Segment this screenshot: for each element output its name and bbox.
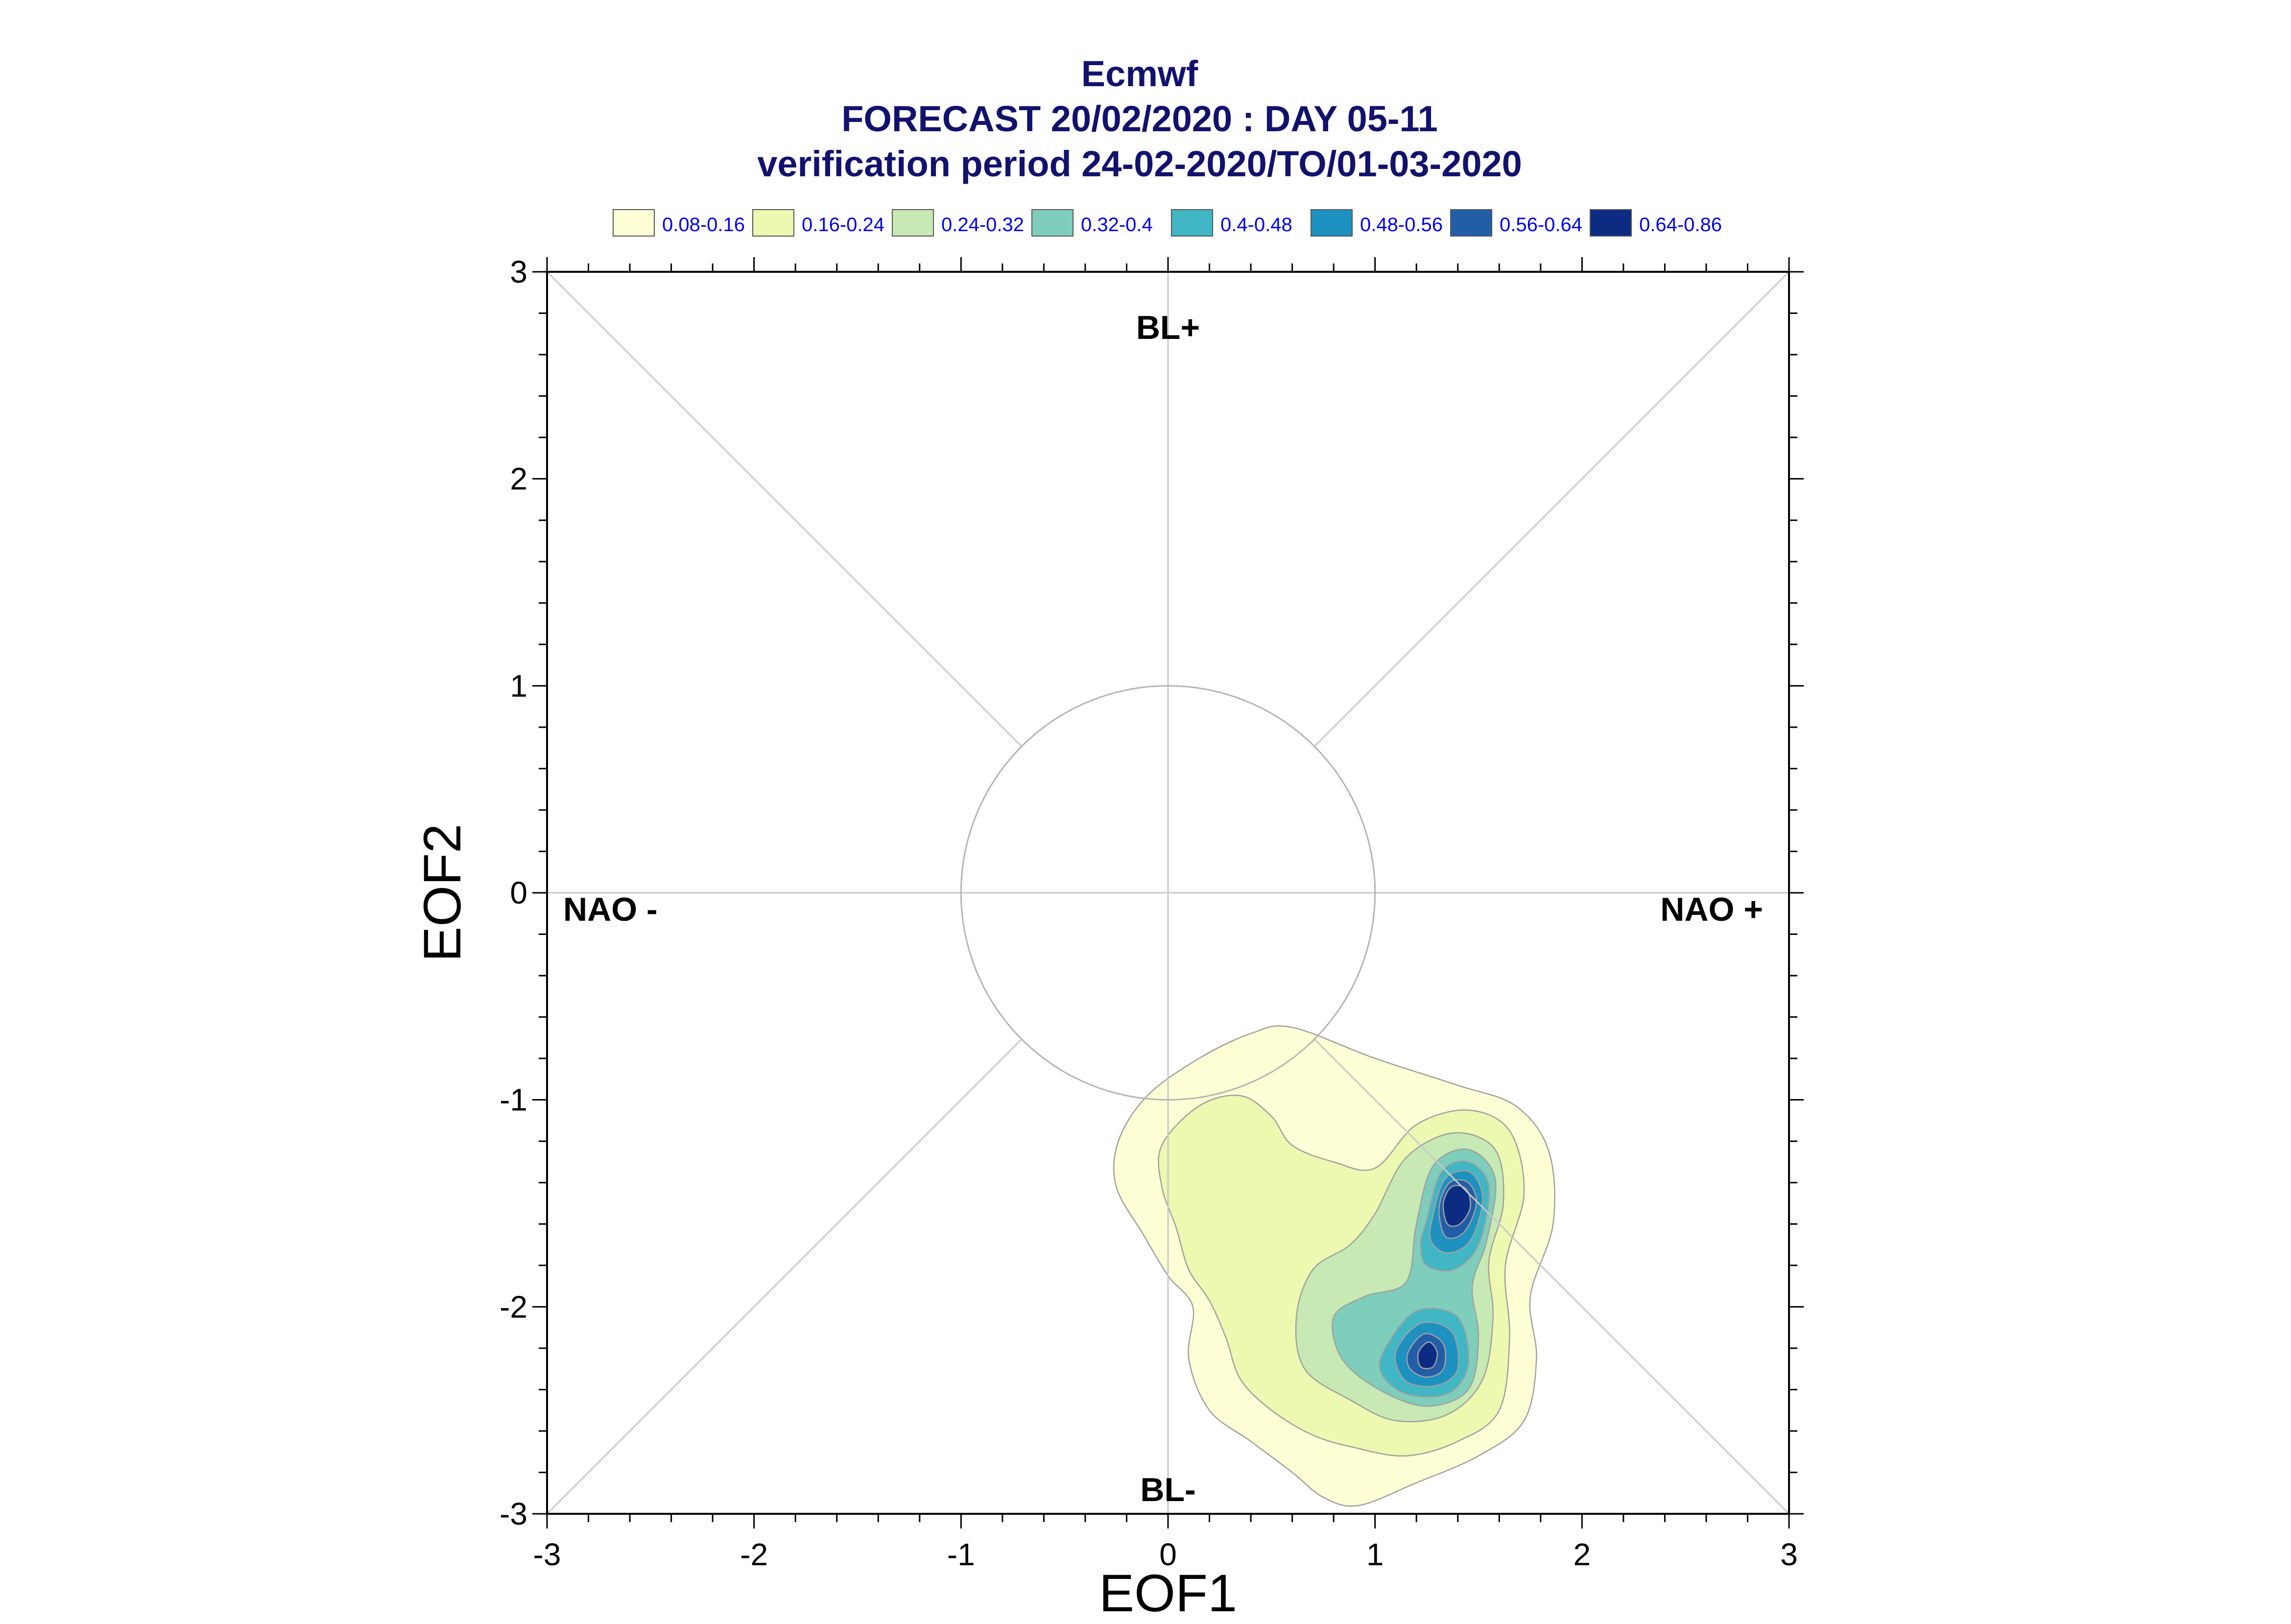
diagonal-guide <box>546 271 1023 747</box>
legend-swatch <box>892 209 934 237</box>
x-tick-label: 3 <box>1780 1537 1798 1572</box>
diagonal-guide <box>1313 271 1790 747</box>
chart-legend: 0.08-0.16 0.16-0.24 0.24-0.32 0.32-0.4 0.4-0… <box>613 209 1722 237</box>
legend-swatch <box>1171 209 1213 237</box>
legend-swatch <box>1590 209 1632 237</box>
legend-label: 0.32-0.4 <box>1081 214 1153 236</box>
legend-swatch <box>1031 209 1074 237</box>
x-tick-label: 1 <box>1366 1537 1384 1572</box>
y-tick-label: 1 <box>510 668 527 703</box>
density-contour <box>1442 1185 1471 1227</box>
legend-label: 0.24-0.32 <box>941 214 1024 236</box>
x-tick-label: -2 <box>740 1537 768 1572</box>
legend-swatch <box>613 209 655 237</box>
regime-guides <box>546 271 1790 1515</box>
chart-title-forecast: FORECAST 20/02/2020 : DAY 05-11 <box>841 98 1438 139</box>
y-tick-label: 0 <box>510 875 527 910</box>
regime-label-nao-plus: NAO + <box>1660 891 1763 928</box>
legend-label: 0.16-0.24 <box>802 214 884 236</box>
y-tick-label: -2 <box>500 1289 527 1324</box>
y-tick-label: -1 <box>500 1082 527 1118</box>
legend-swatch <box>1450 209 1492 237</box>
chart-title-source: Ecmwf <box>1081 53 1198 94</box>
legend-swatch <box>1311 209 1353 237</box>
regime-label-nao-minus: NAO - <box>563 891 658 928</box>
reference-circle <box>960 685 1376 1101</box>
legend-label: 0.08-0.16 <box>662 214 745 236</box>
legend-label: 0.4-0.48 <box>1220 214 1292 236</box>
y-tick-label: -3 <box>500 1496 527 1531</box>
legend-label: 0.48-0.56 <box>1360 214 1443 236</box>
y-tick-label: 2 <box>510 461 527 497</box>
diagonal-guide <box>546 1038 1023 1515</box>
y-axis-label: EOF2 <box>412 824 472 962</box>
axis-tick-labels: -3 -2 -1 0 1 2 3 -3 -2 -1 0 1 2 3 <box>500 254 1798 1572</box>
x-tick-label: 2 <box>1574 1537 1591 1572</box>
regime-label-bl-plus: BL+ <box>1136 309 1200 346</box>
x-axis-label: EOF1 <box>1099 1563 1237 1622</box>
y-tick-label: 3 <box>510 254 527 289</box>
density-contour <box>1417 1341 1438 1369</box>
axis-ticks <box>532 257 1804 1528</box>
x-tick-label: 0 <box>1159 1537 1177 1572</box>
legend-label: 0.56-0.64 <box>1500 214 1582 236</box>
legend-swatch <box>752 209 794 237</box>
legend-label: 0.64-0.86 <box>1639 214 1722 236</box>
x-tick-label: -3 <box>533 1537 561 1572</box>
density-contours <box>1113 1025 1555 1507</box>
x-tick-label: -1 <box>947 1537 975 1572</box>
chart-title-verification: verification period 24-02-2020/TO/01-03-… <box>757 143 1522 184</box>
diagonal-guide <box>1313 1038 1790 1515</box>
regime-label-bl-minus: BL- <box>1140 1471 1195 1508</box>
